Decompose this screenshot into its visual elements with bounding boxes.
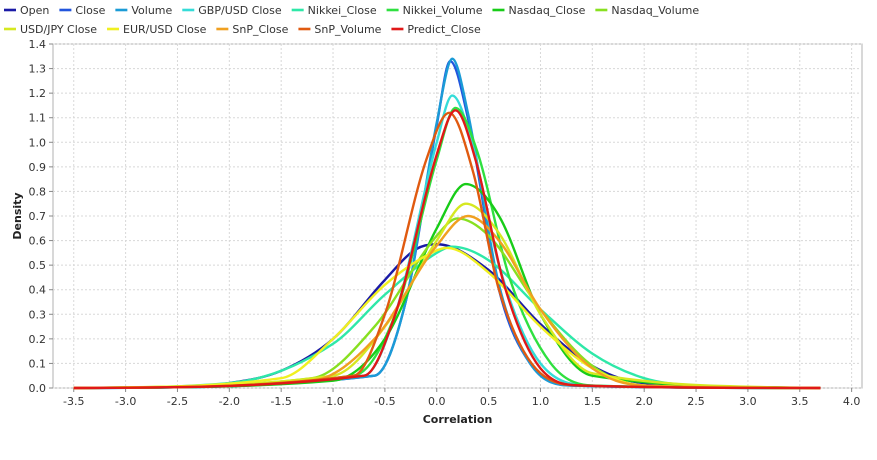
x-axis-title: Correlation bbox=[423, 413, 493, 426]
legend-item-snp-volume[interactable]: SnP_Volume bbox=[298, 23, 382, 36]
y-tick-label: 0.7 bbox=[29, 210, 47, 223]
series-line-nasdaq-close bbox=[73, 182, 821, 390]
axes: -3.5 -3.0 -2.5 -2.0 -1.5 -1.0 -0.5 0.0 0.5 1.0 1.5… bbox=[29, 38, 861, 408]
legend-item-close[interactable]: Close bbox=[59, 4, 106, 17]
x-tick-label: -3.5 bbox=[63, 395, 84, 408]
legend-label: EUR/USD Close bbox=[123, 23, 207, 36]
x-tick-label: 4.0 bbox=[843, 395, 861, 408]
y-tick-label: 1.4 bbox=[29, 38, 47, 51]
legend-label: GBP/USD Close bbox=[198, 4, 282, 17]
legend-label: Open bbox=[20, 4, 49, 17]
x-tick-label: -0.5 bbox=[374, 395, 395, 408]
legend-item-predict-close[interactable]: Predict_Close bbox=[391, 23, 481, 36]
y-tick-label: 0.4 bbox=[29, 284, 47, 297]
x-tick-label: 1.5 bbox=[584, 395, 602, 408]
legend-item-nasdaq-close[interactable]: Nasdaq_Close bbox=[492, 4, 586, 17]
legend-item-nikkei-volume[interactable]: Nikkei_Volume bbox=[386, 4, 483, 17]
x-tick-label: -1.5 bbox=[270, 395, 291, 408]
x-tick-label: -2.5 bbox=[167, 395, 188, 408]
y-tick-label: 0.9 bbox=[29, 161, 47, 174]
legend-item-snp-close[interactable]: SnP_Close bbox=[216, 23, 289, 36]
legend-label: Volume bbox=[131, 4, 172, 17]
y-tick-label: 0.6 bbox=[29, 235, 47, 248]
legend-label: SnP_Close bbox=[232, 23, 288, 36]
legend-item-nasdaq-volume[interactable]: Nasdaq_Volume bbox=[595, 4, 699, 17]
legend-label: Nasdaq_Volume bbox=[611, 4, 699, 17]
legend-item-open[interactable]: Open bbox=[4, 4, 49, 17]
y-tick-label: 0.1 bbox=[29, 357, 47, 370]
series-line-predict-close bbox=[73, 109, 821, 390]
y-tick-label: 0.0 bbox=[29, 382, 47, 395]
x-tick-label: 2.5 bbox=[687, 395, 705, 408]
y-tick-label: 1.0 bbox=[29, 136, 47, 149]
x-tick-label: 2.0 bbox=[635, 395, 653, 408]
y-tick-label: 0.5 bbox=[29, 259, 47, 272]
x-tick-label: -1.0 bbox=[322, 395, 343, 408]
legend: Open Close Volume GBP/USD Close Nikkei_Close… bbox=[4, 4, 699, 36]
y-tick-label: 0.2 bbox=[29, 333, 47, 346]
x-tick-label: -2.0 bbox=[219, 395, 240, 408]
legend-label: Nikkei_Close bbox=[308, 4, 377, 17]
legend-label: USD/JPY Close bbox=[20, 23, 97, 36]
y-tick-label: 1.1 bbox=[29, 112, 47, 125]
legend-item-nikkei-close[interactable]: Nikkei_Close bbox=[291, 4, 377, 17]
y-axis-title: Density bbox=[11, 192, 24, 239]
legend-label: Close bbox=[75, 4, 105, 17]
series-group bbox=[73, 57, 821, 390]
legend-label: Nasdaq_Close bbox=[508, 4, 585, 17]
legend-label: Predict_Close bbox=[407, 23, 481, 36]
x-tick-label: 0.0 bbox=[428, 395, 446, 408]
legend-item-eur-usd-close[interactable]: EUR/USD Close bbox=[107, 23, 207, 36]
x-tick-label: 1.0 bbox=[532, 395, 550, 408]
x-tick-label: 3.5 bbox=[791, 395, 809, 408]
y-tick-label: 0.3 bbox=[29, 308, 47, 321]
x-tick-label: -3.0 bbox=[115, 395, 136, 408]
legend-item-usd-jpy-close[interactable]: USD/JPY Close bbox=[4, 23, 97, 36]
x-tick-label: 0.5 bbox=[480, 395, 498, 408]
legend-item-volume[interactable]: Volume bbox=[115, 4, 173, 17]
y-tick-label: 1.2 bbox=[29, 87, 47, 100]
legend-label: SnP_Volume bbox=[314, 23, 381, 36]
x-tick-label: 3.0 bbox=[739, 395, 757, 408]
legend-label: Nikkei_Volume bbox=[403, 4, 483, 17]
y-tick-label: 0.8 bbox=[29, 185, 47, 198]
y-tick-label: 1.3 bbox=[29, 63, 47, 76]
legend-item-gbp-usd-close[interactable]: GBP/USD Close bbox=[182, 4, 282, 17]
